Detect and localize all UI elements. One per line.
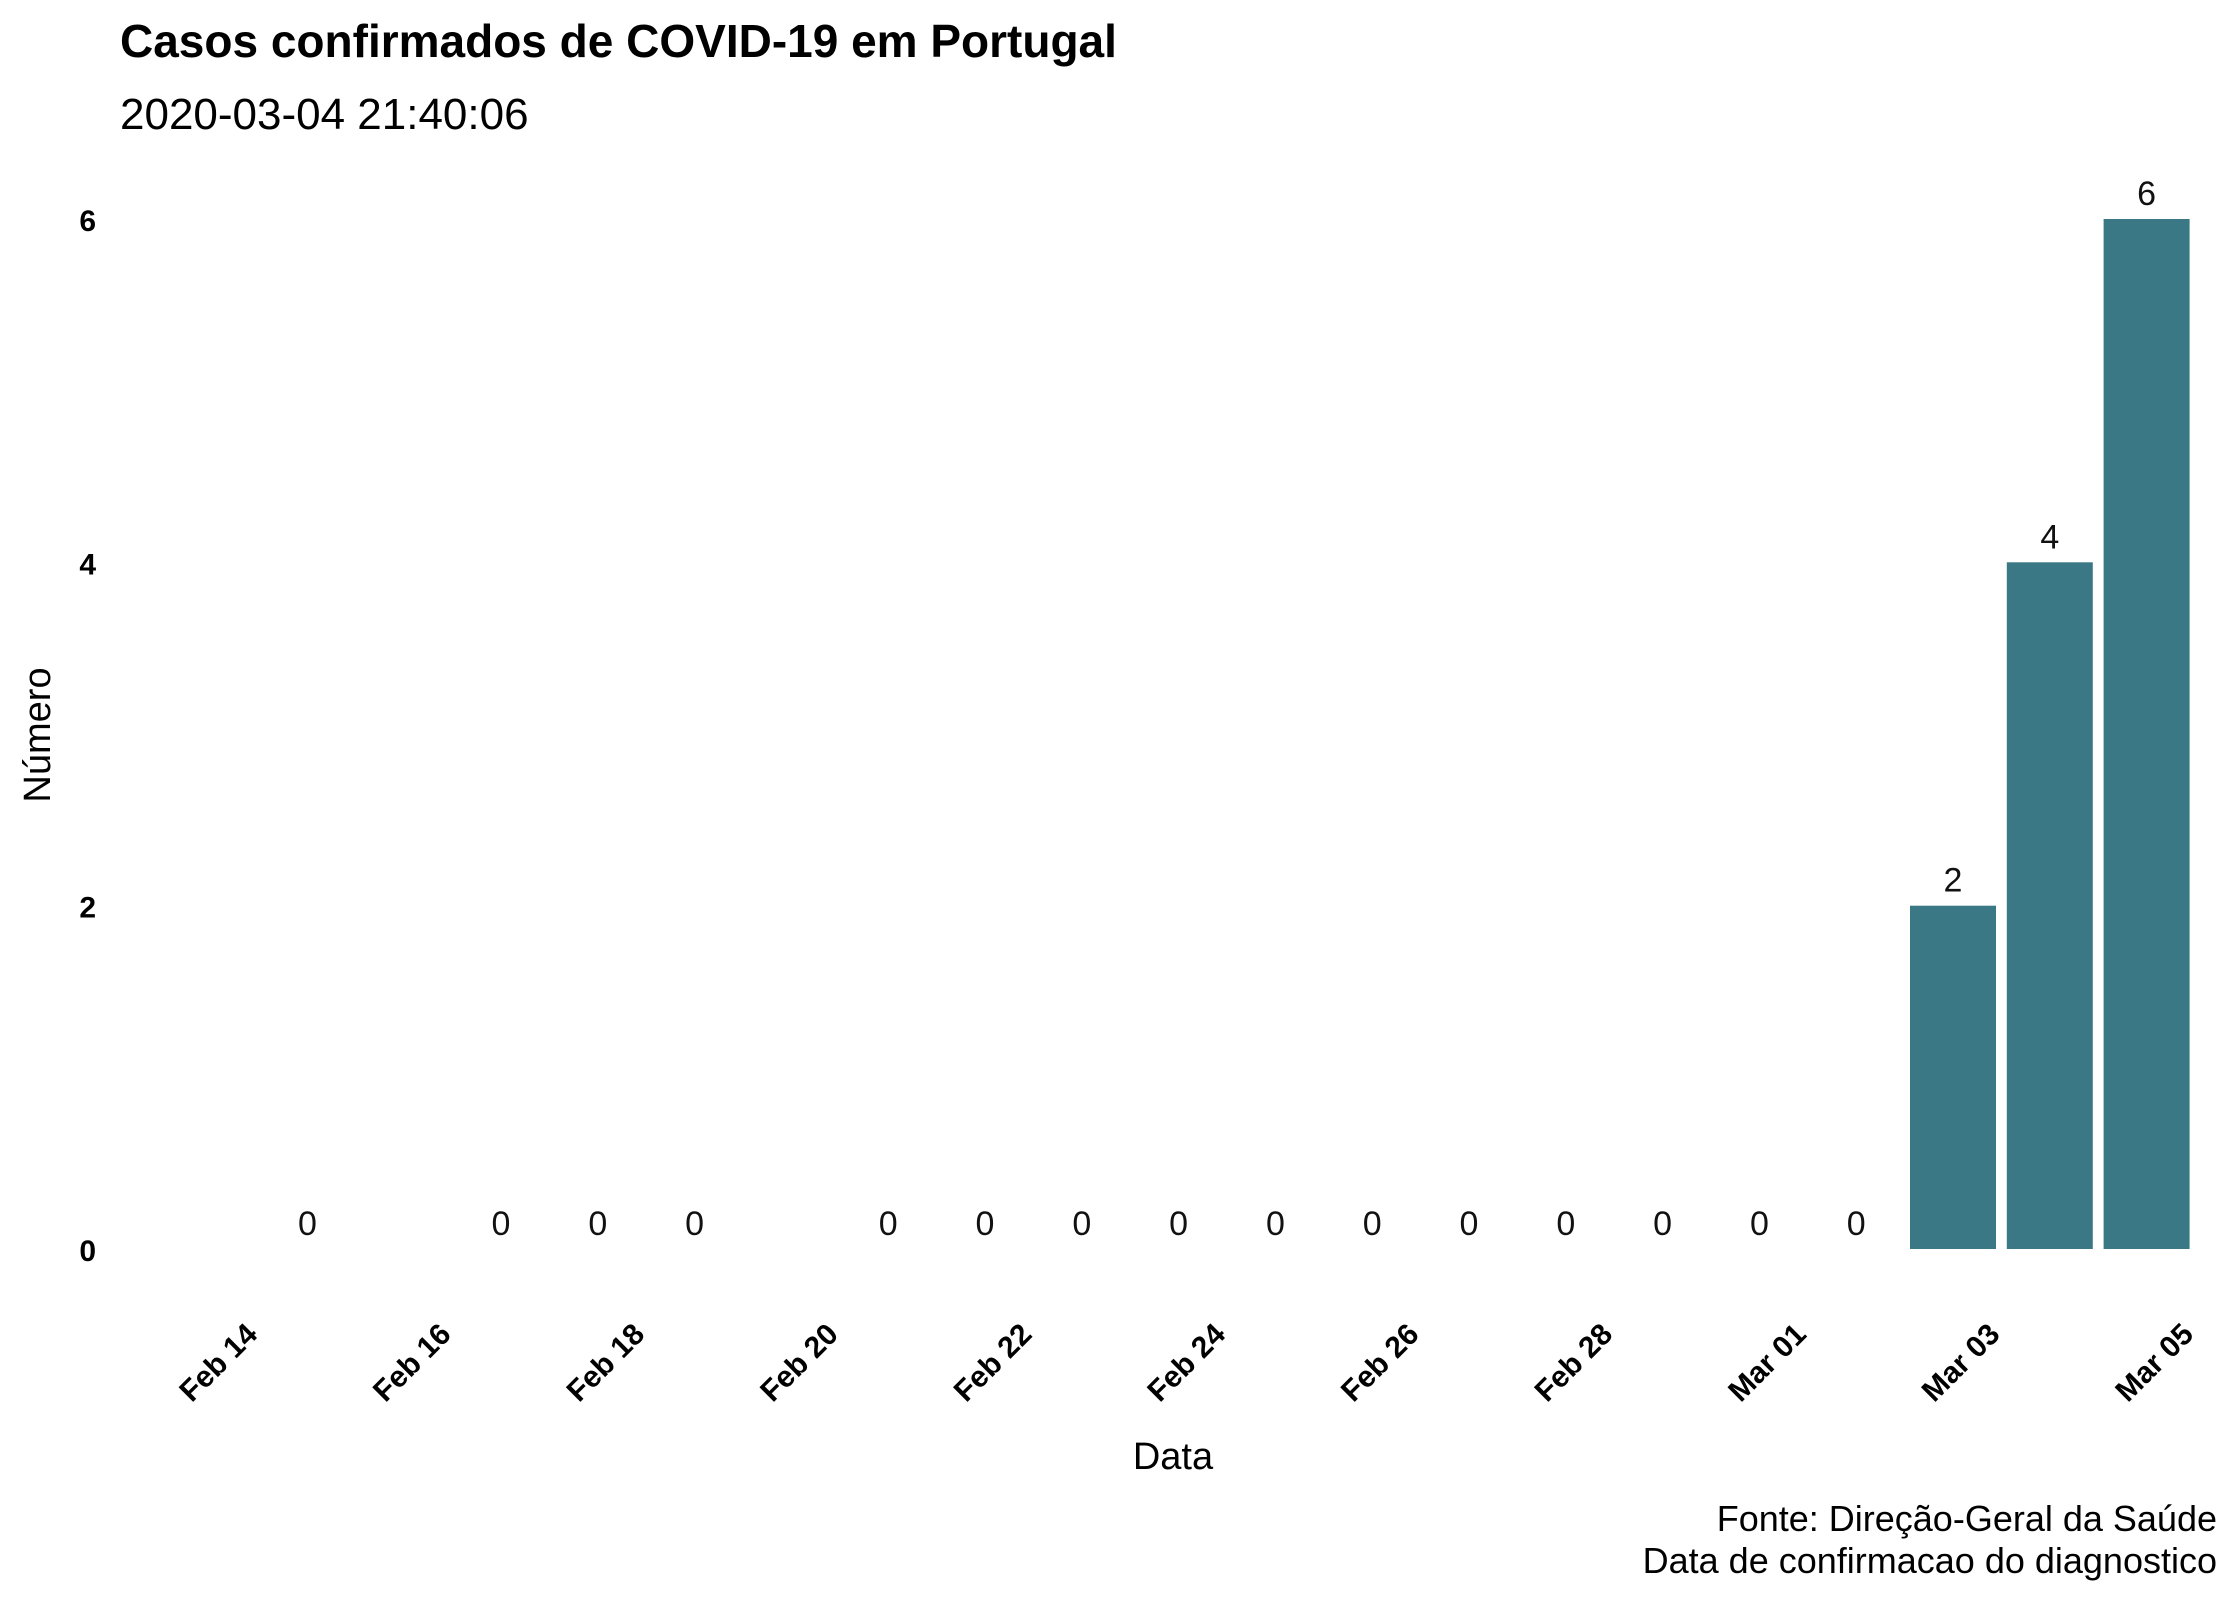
- bar-value-label: 0: [1847, 1205, 1866, 1243]
- bar-value-label: 0: [588, 1205, 607, 1243]
- x-tick-label: Feb 14: [173, 1317, 264, 1408]
- x-tick-label: Feb 22: [948, 1318, 1039, 1409]
- bar-value-label: 0: [1266, 1205, 1285, 1243]
- bar-value-label: 0: [1556, 1205, 1575, 1243]
- bar-value-label: 0: [685, 1205, 704, 1243]
- x-tick-label: Feb 16: [367, 1318, 458, 1409]
- bar-value-label: 0: [1169, 1205, 1188, 1243]
- bar-value-label: 0: [1460, 1205, 1479, 1243]
- bar-value-label: 6: [2137, 175, 2156, 213]
- x-tick-label: Feb 28: [1529, 1318, 1620, 1409]
- bar-value-label: 0: [1072, 1205, 1091, 1243]
- bar: [1910, 905, 1996, 1249]
- x-tick-label: Feb 26: [1335, 1318, 1426, 1409]
- y-tick-label: 2: [79, 892, 96, 925]
- x-tick-label: Feb 18: [561, 1318, 652, 1409]
- chart-title: Casos confirmados de COVID-19 em Portuga…: [120, 15, 1117, 67]
- x-tick-label: Feb 24: [1141, 1317, 1232, 1408]
- bar-value-label: 0: [879, 1205, 898, 1243]
- y-tick-label: 4: [79, 548, 96, 581]
- x-tick-label: Mar 03: [1916, 1318, 2007, 1409]
- bar: [2006, 562, 2093, 1249]
- x-tick-label: Mar 01: [1722, 1318, 1813, 1409]
- chart-subtitle: 2020-03-04 21:40:06: [120, 90, 529, 139]
- bar-value-label: 0: [1363, 1205, 1382, 1243]
- x-tick-label: Mar 05: [2109, 1318, 2200, 1409]
- y-axis-title: Número: [17, 667, 59, 802]
- bar-value-label: 0: [492, 1205, 511, 1243]
- bar: [2103, 219, 2190, 1249]
- bar-value-label: 0: [976, 1205, 995, 1243]
- caption-source: Fonte: Direção-Geral da Saúde: [1716, 1498, 2217, 1539]
- x-tick-label: Feb 20: [754, 1318, 845, 1409]
- y-tick-label: 0: [79, 1235, 96, 1268]
- bar-value-label: 2: [1944, 862, 1963, 900]
- y-tick-label: 6: [79, 205, 96, 238]
- x-axis-title: Data: [1133, 1436, 1214, 1478]
- bar-value-label: 4: [2040, 518, 2059, 556]
- bar-value-label: 0: [298, 1205, 317, 1243]
- caption-note: Data de confirmacao do diagnostico: [1642, 1540, 2217, 1581]
- bar-value-label: 0: [1653, 1205, 1672, 1243]
- chart-caption: Fonte: Direção-Geral da Saúde Data de co…: [1643, 1498, 2217, 1582]
- bar-value-label: 0: [1750, 1205, 1769, 1243]
